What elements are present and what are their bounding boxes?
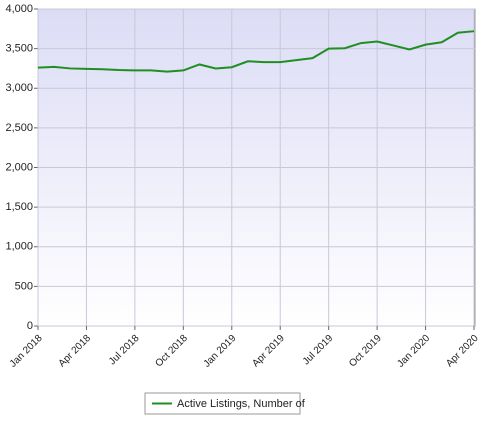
- y-tick-label: 2,000: [5, 161, 33, 173]
- x-tick-label: Oct 2019: [347, 333, 384, 370]
- y-tick-label: 0: [27, 320, 33, 332]
- x-tick-label: Apr 2019: [250, 333, 287, 370]
- x-tick-label: Oct 2018: [154, 333, 191, 370]
- x-tick-label: Jan 2020: [395, 333, 432, 370]
- x-tick-label: Jul 2018: [107, 333, 142, 368]
- x-tick-label: Jan 2018: [8, 333, 45, 370]
- y-tick-label: 4,000: [5, 3, 33, 15]
- y-tick-label: 1,500: [5, 201, 33, 213]
- x-tick-label: Jan 2019: [202, 333, 239, 370]
- x-tick-label: Apr 2018: [57, 333, 94, 370]
- line-series: [37, 30, 475, 73]
- x-tick-label: Jul 2019: [301, 333, 336, 368]
- x-tick-label: Apr 2020: [444, 333, 478, 370]
- y-tick-label: 3,000: [5, 82, 33, 94]
- y-tick-label: 500: [15, 280, 33, 292]
- y-tick-label: 3,500: [5, 43, 33, 55]
- y-tick-label: 1,000: [5, 241, 33, 253]
- y-tick-label: 2,500: [5, 122, 33, 134]
- legend-label: Active Listings, Number of: [177, 398, 306, 410]
- legend: [144, 392, 301, 415]
